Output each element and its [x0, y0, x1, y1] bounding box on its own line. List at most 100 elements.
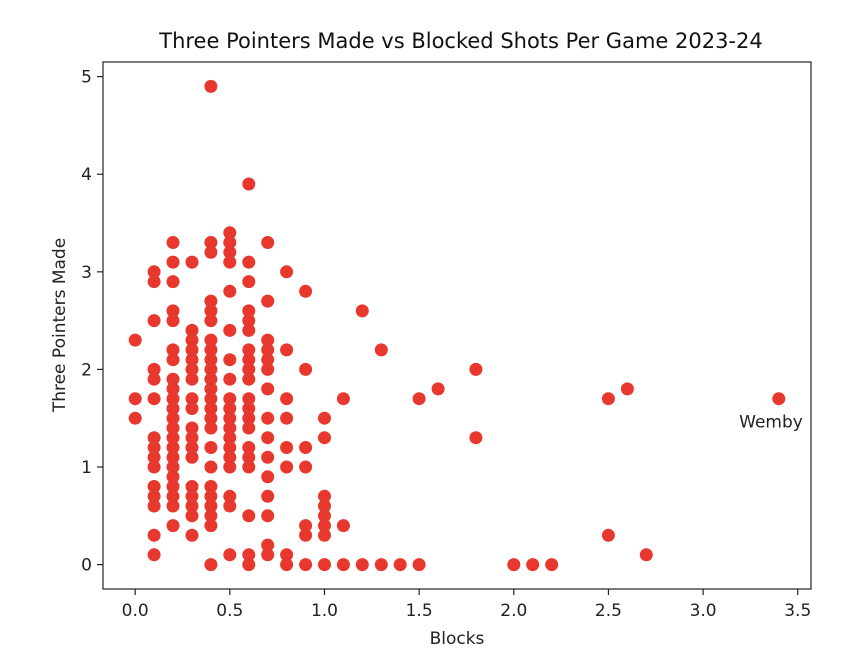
data-point — [204, 519, 218, 533]
data-point — [545, 558, 559, 572]
data-point — [147, 372, 161, 386]
data-point — [280, 460, 294, 474]
data-point — [336, 519, 350, 533]
data-point — [318, 499, 331, 513]
data-point — [223, 245, 237, 259]
x-tick-label: 1.5 — [406, 601, 433, 621]
y-axis-title: Three Pointers Made — [50, 238, 70, 413]
data-point — [223, 431, 237, 445]
data-point — [147, 460, 161, 474]
data-point — [166, 470, 180, 484]
data-point — [242, 343, 256, 357]
data-point — [166, 441, 180, 454]
data-point — [204, 294, 218, 308]
data-point — [318, 558, 331, 572]
data-point — [147, 362, 161, 376]
data-point — [223, 499, 237, 513]
data-point — [204, 509, 218, 523]
data-point — [166, 382, 180, 396]
data-point — [166, 421, 180, 435]
data-point — [185, 441, 199, 454]
data-point — [620, 382, 634, 396]
data-point — [185, 489, 199, 503]
data-point — [242, 323, 256, 337]
data-point — [185, 255, 199, 269]
data-point — [223, 460, 237, 474]
data-point — [336, 558, 350, 572]
data-point — [318, 431, 331, 445]
x-axis: 0.0 0.5 1.0 1.5 2.0 2.5 3.0 3.5 — [122, 589, 811, 621]
data-point — [128, 333, 142, 347]
data-point — [147, 450, 161, 464]
data-point — [166, 314, 180, 328]
data-point — [147, 480, 161, 493]
data-point — [166, 353, 180, 367]
data-point — [204, 460, 218, 474]
data-point — [185, 323, 199, 337]
data-point — [223, 284, 237, 298]
data-point — [204, 489, 218, 503]
data-points-layer — [128, 79, 786, 572]
data-point — [280, 558, 294, 572]
data-point — [601, 528, 615, 542]
data-point — [185, 421, 199, 435]
x-tick-label: 0.0 — [122, 601, 149, 621]
data-point — [242, 275, 256, 289]
data-point — [204, 236, 218, 249]
data-point — [299, 460, 313, 474]
data-point — [299, 558, 313, 572]
data-point — [166, 255, 180, 269]
chart-title: Three Pointers Made vs Blocked Shots Per… — [158, 29, 762, 53]
data-point — [147, 548, 161, 562]
data-point — [166, 372, 180, 386]
y-tick-label: 5 — [81, 68, 92, 88]
data-point — [242, 255, 256, 269]
data-point — [318, 411, 331, 425]
data-point — [261, 489, 275, 503]
data-point — [280, 441, 294, 454]
y-tick-label: 2 — [81, 360, 92, 380]
data-point — [242, 392, 256, 406]
data-point — [166, 343, 180, 357]
data-point — [242, 304, 256, 318]
y-tick-label: 0 — [81, 556, 92, 576]
data-point — [318, 528, 331, 542]
data-point — [147, 489, 161, 503]
data-point — [204, 362, 218, 376]
data-point — [393, 558, 407, 572]
data-point — [166, 275, 180, 289]
data-point — [204, 558, 218, 572]
data-point — [204, 314, 218, 328]
data-point — [299, 284, 313, 298]
data-point — [469, 431, 483, 445]
data-point — [299, 441, 313, 454]
data-point — [412, 558, 426, 572]
data-point — [261, 236, 275, 249]
data-point — [242, 362, 256, 376]
data-point — [185, 372, 199, 386]
data-point — [166, 489, 180, 503]
data-point — [166, 499, 180, 513]
data-point — [280, 411, 294, 425]
data-point — [280, 265, 294, 279]
data-point — [185, 431, 199, 445]
data-point — [355, 304, 369, 318]
data-point — [242, 509, 256, 523]
data-point — [242, 421, 256, 435]
data-point — [336, 392, 350, 406]
data-point — [299, 362, 313, 376]
data-point — [261, 538, 275, 552]
data-point — [185, 343, 199, 357]
data-point — [185, 402, 199, 415]
data-point — [204, 79, 218, 93]
data-point — [166, 392, 180, 406]
data-point — [374, 343, 388, 357]
data-point — [261, 411, 275, 425]
data-point — [242, 177, 256, 191]
y-tick-label: 4 — [81, 165, 92, 185]
data-point — [261, 548, 275, 562]
data-point — [223, 441, 237, 454]
data-point — [204, 333, 218, 347]
